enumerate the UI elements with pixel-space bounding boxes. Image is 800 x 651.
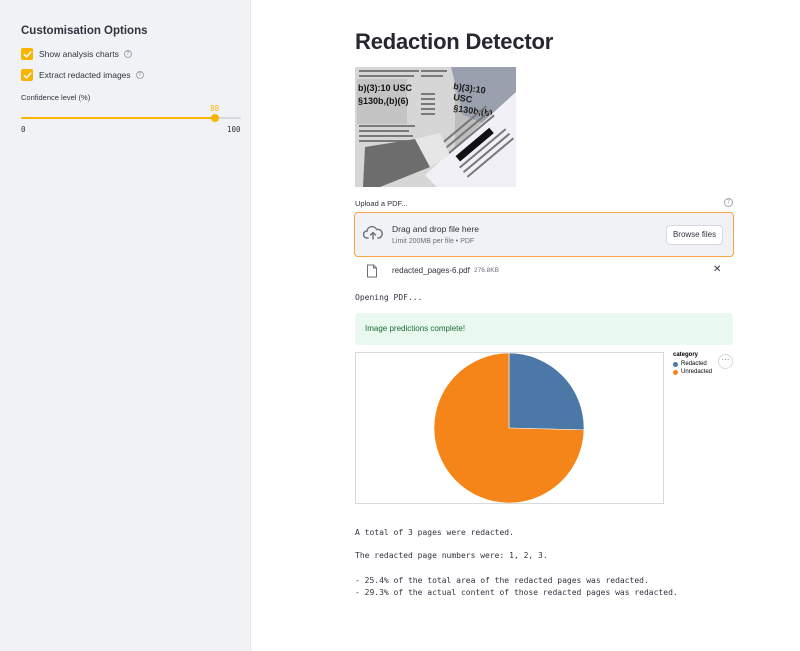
show-charts-label: Show analysis charts [39, 49, 119, 59]
confidence-slider-value: 88 [210, 104, 220, 113]
result-area-redacted: - 25.4% of the total area of the redacte… [355, 576, 649, 585]
confidence-slider[interactable] [21, 114, 241, 122]
help-icon[interactable]: ? [724, 198, 733, 207]
dropzone-limit: Limit 200MB per file • PDF [392, 238, 475, 245]
legend-label-unredacted: Unredacted [681, 369, 713, 375]
success-message: Image predictions complete! [365, 324, 466, 333]
hero-image: b)(3):10 USC §130b,(b)(6) b)(3):10 USC §… [355, 67, 516, 187]
legend-swatch-unredacted [673, 369, 678, 375]
checkbox-checked-icon[interactable] [21, 48, 33, 60]
slider-fill [21, 117, 215, 119]
slider-max-label: 100 [227, 125, 241, 134]
hero-text-line1: b)(3):10 USC [358, 83, 413, 93]
legend-label-redacted: Redacted [681, 361, 707, 367]
slider-min-label: 0 [21, 125, 26, 134]
result-total-pages: A total of 3 pages were redacted. [355, 528, 514, 537]
browse-files-button[interactable]: Browse files [666, 225, 723, 245]
file-name: redacted_pages-6.pdf [392, 266, 470, 275]
status-text: Opening PDF... [355, 293, 423, 302]
pie-chart [355, 352, 664, 504]
legend-item-redacted: Redacted [673, 360, 712, 368]
file-size: 276.8KB [474, 267, 499, 274]
remove-file-close-icon[interactable]: ✕ [713, 264, 722, 275]
checkbox-checked-icon[interactable] [21, 69, 33, 81]
help-icon[interactable]: ? [135, 71, 144, 79]
hero-text-line4: USC [453, 92, 474, 105]
file-dropzone[interactable]: Drag and drop file here Limit 200MB per … [354, 212, 734, 257]
legend-title: category [673, 352, 699, 358]
confidence-slider-label: Confidence level (%) [21, 93, 91, 102]
result-page-numbers: The redacted page numbers were: 1, 2, 3. [355, 551, 548, 560]
pie-slice-redacted[interactable] [508, 352, 585, 431]
chart-more-options-button[interactable]: ··· [718, 354, 733, 369]
uploaded-file: redacted_pages-6.pdf 276.8KB ✕ [366, 264, 734, 278]
extract-images-label: Extract redacted images [39, 70, 131, 80]
show-charts-checkbox[interactable]: Show analysis charts ? [21, 47, 132, 61]
pie-slice-unredacted[interactable] [433, 352, 585, 504]
help-icon[interactable]: ? [123, 50, 132, 58]
hero-text-line2: §130b,(b)(6) [358, 96, 409, 106]
sidebar: Customisation Options Show analysis char… [0, 0, 251, 651]
file-icon [366, 264, 378, 283]
success-alert: Image predictions complete! [355, 313, 733, 345]
chart-legend: category Redacted Unredacted [673, 352, 712, 376]
sidebar-title: Customisation Options [21, 25, 148, 37]
cloud-upload-icon [362, 225, 383, 246]
upload-label: Upload a PDF... [355, 199, 408, 208]
hero-text-line3: b)(3):10 [453, 81, 487, 95]
legend-swatch-redacted [673, 361, 678, 367]
result-content-redacted: - 29.3% of the actual content of those r… [355, 588, 678, 597]
dropzone-instructions: Drag and drop file here [392, 224, 479, 234]
extract-images-checkbox[interactable]: Extract redacted images ? [21, 68, 144, 82]
pie-chart-svg [433, 352, 585, 504]
slider-thumb[interactable] [210, 114, 219, 122]
legend-item-unredacted: Unredacted [673, 368, 712, 376]
page-title: Redaction Detector [355, 29, 554, 54]
